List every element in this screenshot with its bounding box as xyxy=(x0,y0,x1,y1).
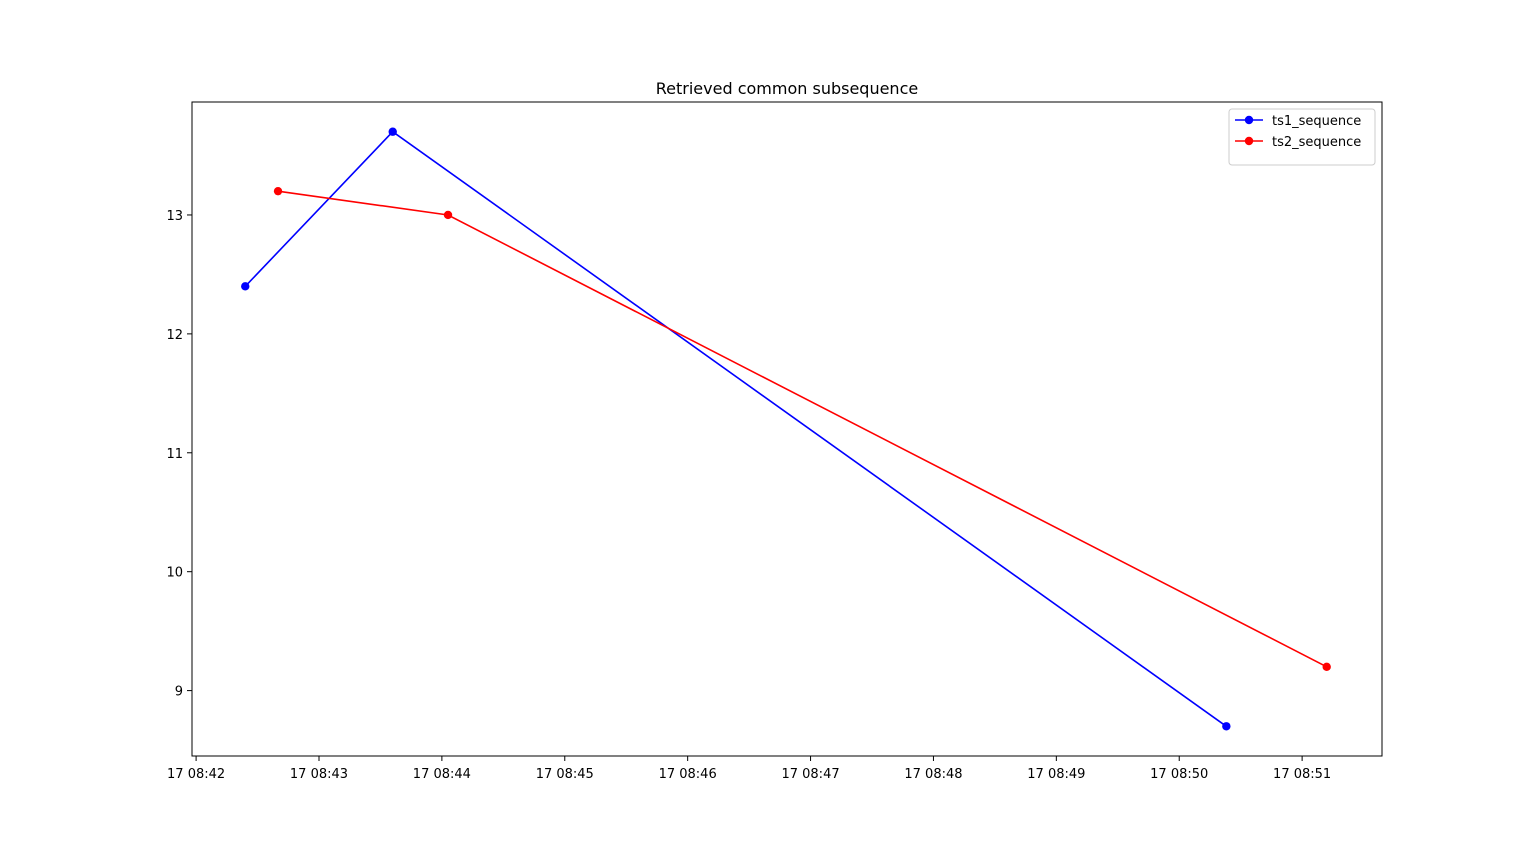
data-point xyxy=(1222,722,1231,731)
chart-title: Retrieved common subsequence xyxy=(656,79,918,98)
x-tick-label: 17 08:48 xyxy=(904,767,962,782)
series-layer xyxy=(241,127,1331,731)
legend-item: ts1_sequence xyxy=(1235,114,1361,129)
data-point xyxy=(273,186,283,196)
plot-frame xyxy=(191,101,1383,757)
x-tick-label: 17 08:47 xyxy=(781,767,839,782)
x-tick-label: 17 08:43 xyxy=(290,767,348,782)
data-point xyxy=(1322,662,1331,672)
y-axis: 9 10 11 12 13 xyxy=(166,209,192,700)
x-tick-label: 17 08:51 xyxy=(1273,767,1331,782)
y-tick-label: 13 xyxy=(166,209,183,224)
legend-box xyxy=(1228,108,1376,166)
legend: ts1_sequence ts2_sequence xyxy=(1228,108,1376,166)
legend-marker xyxy=(1244,136,1254,146)
y-tick-label: 11 xyxy=(166,447,183,462)
x-tick-label: 17 08:45 xyxy=(536,767,594,782)
y-tick-label: 9 xyxy=(175,685,183,700)
x-tick-label: 17 08:50 xyxy=(1150,767,1208,782)
data-point xyxy=(388,127,397,136)
x-tick-label: 17 08:44 xyxy=(413,767,471,782)
x-axis: 17 08:42 17 08:43 17 08:44 17 08:45 17 08:46… xyxy=(167,756,1331,782)
x-tick-label: 17 08:42 xyxy=(167,767,225,782)
series-ts1_sequence xyxy=(241,127,1231,731)
legend-label: ts2_sequence xyxy=(1272,135,1361,150)
legend-marker xyxy=(1244,115,1254,125)
y-tick-label: 10 xyxy=(166,566,183,581)
plot-area xyxy=(191,101,1383,757)
legend-item: ts2_sequence xyxy=(1235,135,1361,150)
x-tick-label: 17 08:49 xyxy=(1027,767,1085,782)
legend-label: ts1_sequence xyxy=(1272,114,1361,129)
x-tick-label: 17 08:46 xyxy=(659,767,717,782)
y-tick-label: 12 xyxy=(166,328,183,343)
series-ts2_sequence xyxy=(273,186,1331,672)
data-point xyxy=(443,210,453,220)
data-point xyxy=(241,282,250,291)
